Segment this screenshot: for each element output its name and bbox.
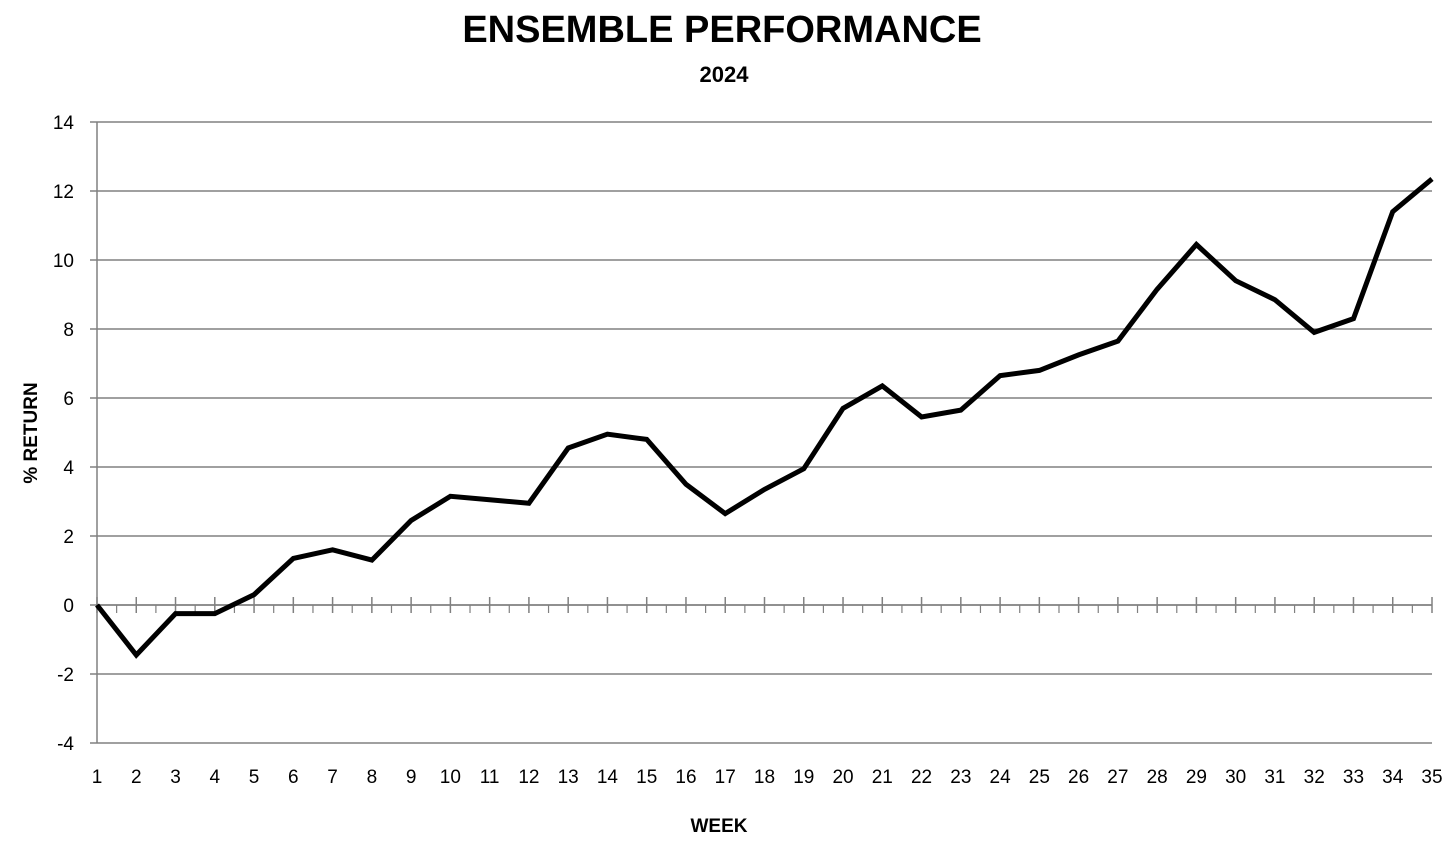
x-tick-label: 25 — [1029, 767, 1050, 788]
axes — [90, 121, 1433, 744]
x-tick-label: 5 — [249, 767, 260, 788]
x-tick-label: 28 — [1147, 767, 1168, 788]
x-tick-label: 19 — [793, 767, 814, 788]
x-tick-label: 17 — [715, 767, 736, 788]
y-tick-labels: 14 12 10 8 6 4 2 0 -2 -4 — [53, 113, 75, 755]
x-axis-title: WEEK — [691, 816, 748, 837]
y-tick-label: 0 — [63, 596, 74, 617]
x-tick-label: 14 — [597, 767, 619, 788]
y-tick-label: -2 — [57, 665, 74, 686]
y-axis-title: % RETURN — [21, 382, 42, 483]
x-tick-label: 30 — [1225, 767, 1246, 788]
x-tick-label: 1 — [92, 767, 103, 788]
x-tick-label: 26 — [1068, 767, 1089, 788]
x-tick-label: 15 — [636, 767, 657, 788]
x-tick-label: 10 — [440, 767, 461, 788]
x-tick-label: 18 — [754, 767, 775, 788]
x-tick-label: 29 — [1186, 767, 1207, 788]
x-tick-label: 12 — [518, 767, 539, 788]
x-tick-label: 9 — [406, 767, 417, 788]
y-tick-label: 6 — [63, 389, 74, 410]
x-tick-label: 2 — [131, 767, 142, 788]
x-tick-label: 13 — [558, 767, 579, 788]
x-tick-label: 4 — [210, 767, 221, 788]
y-tick-label: -4 — [57, 734, 74, 755]
x-tick-label: 11 — [480, 767, 500, 788]
x-tick-label: 6 — [288, 767, 299, 788]
y-tick-label: 4 — [63, 458, 74, 479]
x-tick-label: 20 — [832, 767, 853, 788]
x-tick-label: 8 — [367, 767, 378, 788]
x-tick-label: 22 — [911, 767, 932, 788]
x-tick-label: 32 — [1304, 767, 1325, 788]
y-tick-label: 2 — [63, 527, 74, 548]
x-tick-label: 34 — [1382, 767, 1404, 788]
x-tick-label: 3 — [170, 767, 181, 788]
x-tick-label: 16 — [675, 767, 696, 788]
x-tick-label: 35 — [1421, 767, 1442, 788]
x-tick-label: 24 — [990, 767, 1012, 788]
grid-lines — [97, 121, 1432, 744]
series-line — [95, 176, 1434, 659]
y-tick-label: 10 — [53, 251, 74, 272]
x-tick-label: 31 — [1264, 767, 1285, 788]
x-tick-label: 23 — [950, 767, 971, 788]
x-tick-label: 21 — [872, 767, 893, 788]
series-layer — [95, 176, 1434, 659]
chart-title: ENSEMBLE PERFORMANCE — [462, 9, 981, 51]
x-tick-label: 33 — [1343, 767, 1364, 788]
x-tick-label: 27 — [1107, 767, 1128, 788]
x-tick-label: 7 — [327, 767, 338, 788]
y-tick-label: 12 — [53, 182, 74, 203]
y-tick-label: 8 — [63, 320, 74, 341]
y-tick-label: 14 — [53, 113, 75, 134]
chart-subtitle: 2024 — [700, 62, 750, 87]
x-tick-labels: 1 2 3 4 5 6 7 8 9 10 11 12 13 14 15 16 17 18 19 20 21 22 23 24 2… — [92, 767, 1443, 788]
